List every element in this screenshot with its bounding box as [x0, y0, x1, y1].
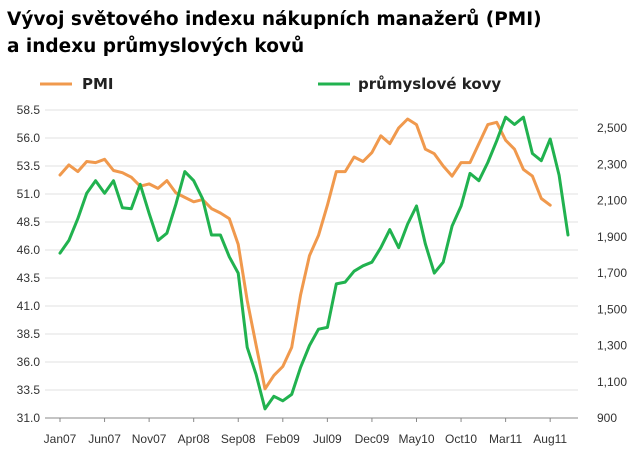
axes: 58.5 56.0 53.5 51.0 48.5 46.0 43.5 41.0 38.5 36.0…	[17, 103, 628, 446]
right-axis-tick-label: 1,500	[597, 302, 627, 316]
x-axis-tick-label: Apr08	[178, 432, 210, 446]
x-axis-tick-label: Jun07	[88, 432, 121, 446]
left-axis-tick-label: 33.5	[17, 383, 41, 397]
x-axis-tick-label: Jul09	[313, 432, 342, 446]
legend-label-metals: průmyslové kovy	[358, 75, 501, 93]
left-axis-tick-label: 36.0	[17, 355, 41, 369]
right-axis-tick-label: 2,500	[597, 121, 627, 135]
legend: PMI průmyslové kovy	[40, 75, 501, 93]
right-axis-tick-label: 2,300	[597, 157, 627, 171]
left-axis-tick-label: 46.0	[17, 243, 41, 257]
right-axis-tick-label: 1,300	[597, 339, 627, 353]
pmi-line	[58, 117, 552, 391]
right-axis-tick-label: 2,100	[597, 194, 627, 208]
left-axis-tick-label: 31.0	[17, 411, 41, 425]
left-axis-tick-label: 41.0	[17, 299, 41, 313]
right-axis-tick-label: 1,100	[597, 375, 627, 389]
legend-label-pmi: PMI	[82, 75, 114, 93]
left-axis-tick-label: 58.5	[17, 103, 41, 117]
chart-title-line-1: Vývoj světového indexu nákupních manažer…	[7, 8, 542, 30]
gridlines	[45, 109, 578, 419]
left-axis-tick-label: 48.5	[17, 215, 41, 229]
x-axis-tick-label: Dec09	[355, 432, 390, 446]
right-axis-tick-label: 1,700	[597, 266, 627, 280]
x-axis-tick-label: Mar11	[489, 432, 522, 446]
x-axis-tick-label: Oct10	[445, 432, 477, 446]
chart-title-line-2: a indexu průmyslových kovů	[7, 35, 304, 57]
left-axis-tick-label: 38.5	[17, 327, 41, 341]
x-axis-tick-label: Jan07	[44, 432, 77, 446]
left-axis-tick-label: 43.5	[17, 271, 41, 285]
industrial-metals-line	[58, 115, 570, 411]
x-axis-tick-label: Aug11	[533, 432, 567, 446]
series-lines	[58, 115, 570, 411]
left-axis-tick-label: 56.0	[17, 131, 41, 145]
x-axis-tick-label: Sep08	[221, 432, 256, 446]
x-axis-tick-label: May10	[398, 432, 434, 446]
right-axis-tick-label: 900	[597, 411, 617, 425]
left-axis-tick-label: 53.5	[17, 159, 41, 173]
right-axis-tick-label: 1,900	[597, 230, 627, 244]
x-axis-tick-label: Nov07	[132, 432, 167, 446]
left-axis-tick-label: 51.0	[17, 187, 41, 201]
x-axis-tick-label: Feb09	[266, 432, 300, 446]
